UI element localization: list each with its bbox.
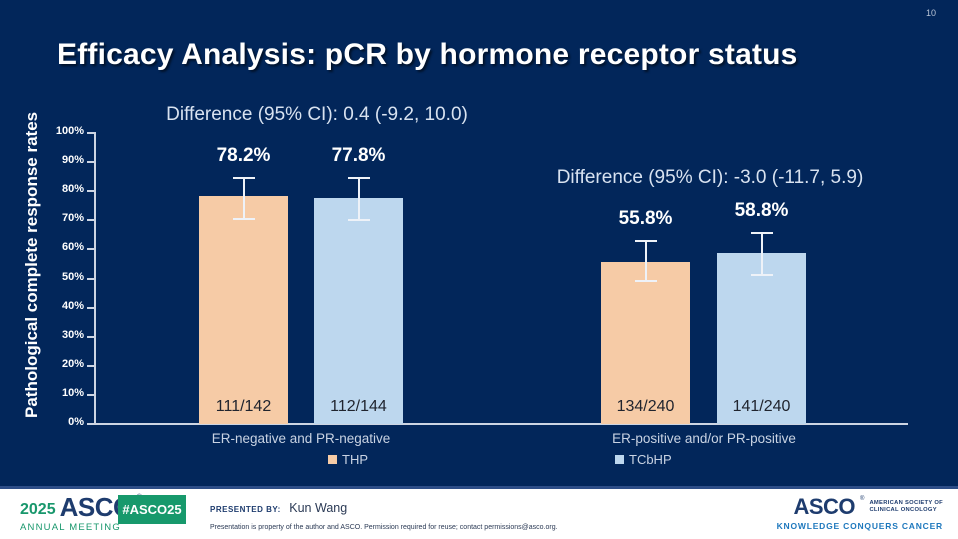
bar-count-label: 111/142	[215, 397, 272, 415]
legend-label-tcbhp: TCbHP	[629, 452, 672, 467]
bar-thp-er-negative: 111/142	[199, 196, 288, 424]
y-tick-mark	[87, 132, 95, 134]
y-tick-mark	[87, 161, 95, 164]
bar-count-label: 112/144	[330, 397, 387, 415]
error-bar-tcbhp-er-negative	[347, 176, 370, 221]
presented-by-label: PRESENTED BY:	[210, 505, 281, 514]
page-number: 10	[925, 8, 936, 18]
y-tick-label: 50%	[61, 270, 84, 283]
error-bar-thp-er-positive	[634, 240, 657, 282]
permission-disclaimer: Presentation is property of the author a…	[210, 524, 558, 531]
asco-logo-wordmark: ASCO	[793, 494, 856, 519]
bar-count-label: 134/240	[616, 397, 675, 415]
y-tick-mark	[87, 248, 95, 251]
y-tick-label: 10%	[61, 386, 84, 399]
legend-item-thp: THP	[328, 452, 368, 467]
y-tick-mark	[87, 306, 95, 309]
hashtag-badge: #ASCO25	[118, 495, 186, 524]
y-tick-label: 20%	[61, 357, 84, 370]
category-label-er-negative: ER-negative and PR-negative	[211, 431, 391, 446]
y-tick-label: 40%	[61, 299, 84, 312]
presented-by-block: PRESENTED BY: Kun Wang Presentation is p…	[210, 499, 558, 531]
registered-mark: ®	[860, 496, 865, 502]
annual-meeting-label: ANNUAL MEETING	[20, 522, 121, 533]
legend-swatch-thp	[328, 455, 337, 464]
y-tick-mark	[87, 335, 95, 338]
bar-thp-er-positive: 134/240	[601, 261, 690, 424]
society-line1: AMERICAN SOCIETY OF	[869, 499, 943, 506]
y-tick-label: 90%	[61, 154, 84, 167]
category-label-er-positive: ER-positive and/or PR-positive	[612, 431, 796, 446]
y-tick-mark	[87, 423, 95, 425]
error-bar-thp-er-negative	[232, 176, 255, 221]
legend-item-tcbhp: TCbHP	[615, 452, 672, 467]
y-tick-mark	[87, 393, 95, 396]
x-axis-line	[94, 423, 908, 425]
value-label-tcbhp-er-positive: 58.8%	[734, 199, 789, 221]
error-bar-tcbhp-er-positive	[750, 231, 773, 276]
presenter-name: Kun Wang	[289, 501, 348, 515]
y-tick-mark	[87, 219, 95, 222]
legend-label-thp: THP	[342, 452, 368, 467]
society-name: AMERICAN SOCIETY OF CLINICAL ONCOLOGY	[869, 500, 943, 514]
y-tick-mark	[87, 364, 95, 367]
value-label-tcbhp-er-negative: 77.8%	[331, 144, 386, 166]
society-line2: CLINICAL ONCOLOGY	[869, 507, 937, 513]
bar-tcbhp-er-negative: 112/144	[314, 197, 403, 424]
y-tick-mark	[87, 277, 95, 280]
bar-tcbhp-er-positive: 141/240	[717, 252, 806, 424]
meeting-year: 2025	[20, 501, 56, 518]
difference-annotation-er-negative: Difference (95% CI): 0.4 (-9.2, 10.0)	[166, 104, 468, 125]
legend-swatch-tcbhp	[615, 455, 624, 464]
value-label-thp-er-negative: 78.2%	[216, 144, 271, 166]
footer: 2025 ASCO ® ANNUAL MEETING #ASCO25 PRESE…	[0, 486, 958, 539]
bar-count-label: 141/240	[732, 397, 791, 415]
asco-tagline: KNOWLEDGE CONQUERS CANCER	[776, 521, 943, 531]
y-tick-label: 80%	[61, 183, 84, 196]
y-axis-line	[94, 132, 96, 425]
asco-society-logo: ASCO ® AMERICAN SOCIETY OF CLINICAL ONCO…	[776, 494, 943, 532]
y-tick-label: 60%	[61, 241, 84, 254]
y-tick-label: 70%	[61, 212, 84, 225]
y-tick-label: 30%	[61, 328, 84, 341]
y-tick-label: 0%	[68, 416, 84, 428]
y-tick-mark	[87, 190, 95, 193]
y-tick-label: 100%	[55, 125, 84, 137]
difference-annotation-er-positive: Difference (95% CI): -3.0 (-11.7, 5.9)	[556, 167, 864, 188]
slide-title: Efficacy Analysis: pCR by hormone recept…	[57, 38, 798, 71]
value-label-thp-er-positive: 55.8%	[618, 208, 673, 230]
